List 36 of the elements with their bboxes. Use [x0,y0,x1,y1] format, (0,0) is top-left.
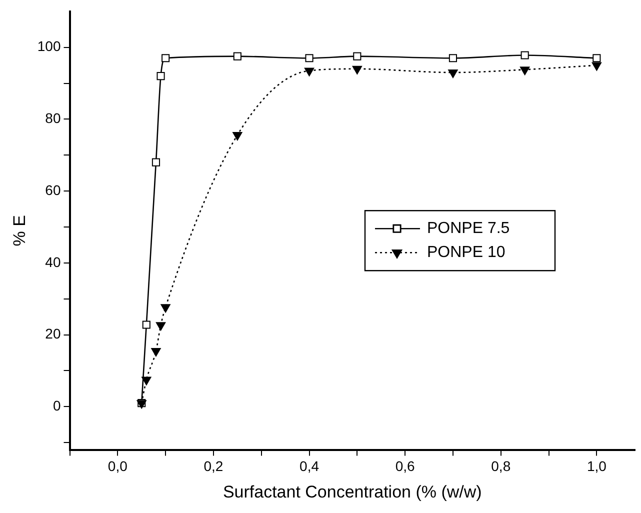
point [448,69,458,78]
point [305,54,314,62]
x-axis-title: Surfactant Concentration (% (w/w) [222,482,482,502]
point [156,72,165,80]
y-tick-label: 0 [52,398,61,414]
point [592,54,601,62]
point [142,320,150,329]
legend-label: PONPE 7.5 [427,220,510,238]
point [304,68,314,76]
point [520,66,530,76]
y-axis-title: % E [10,215,29,246]
x-tick-label: 0,0 [108,458,128,474]
x-tick-label: 0,8 [491,458,511,474]
point [162,54,170,62]
point [151,348,161,356]
x-tick-label: 1,0 [586,458,607,474]
point [592,62,602,71]
y-tick-label: 40 [45,254,61,270]
point [352,66,362,74]
point [353,52,362,60]
point [156,322,166,331]
point [233,52,242,60]
y-tick-label: 100 [37,38,61,54]
point [152,158,160,166]
point [520,51,529,60]
y-tick-label: 80 [45,110,61,126]
x-tick-label: 0,4 [300,458,320,474]
x-tick-label: 0,2 [204,458,224,474]
y-tick-label: 20 [45,326,61,342]
point [160,304,170,313]
point [142,376,152,386]
point [232,132,242,141]
x-tick-label: 0,6 [395,458,416,474]
y-tick-label: 60 [45,182,61,198]
point [448,54,458,62]
legend-label: PONPE 10 [427,244,506,262]
